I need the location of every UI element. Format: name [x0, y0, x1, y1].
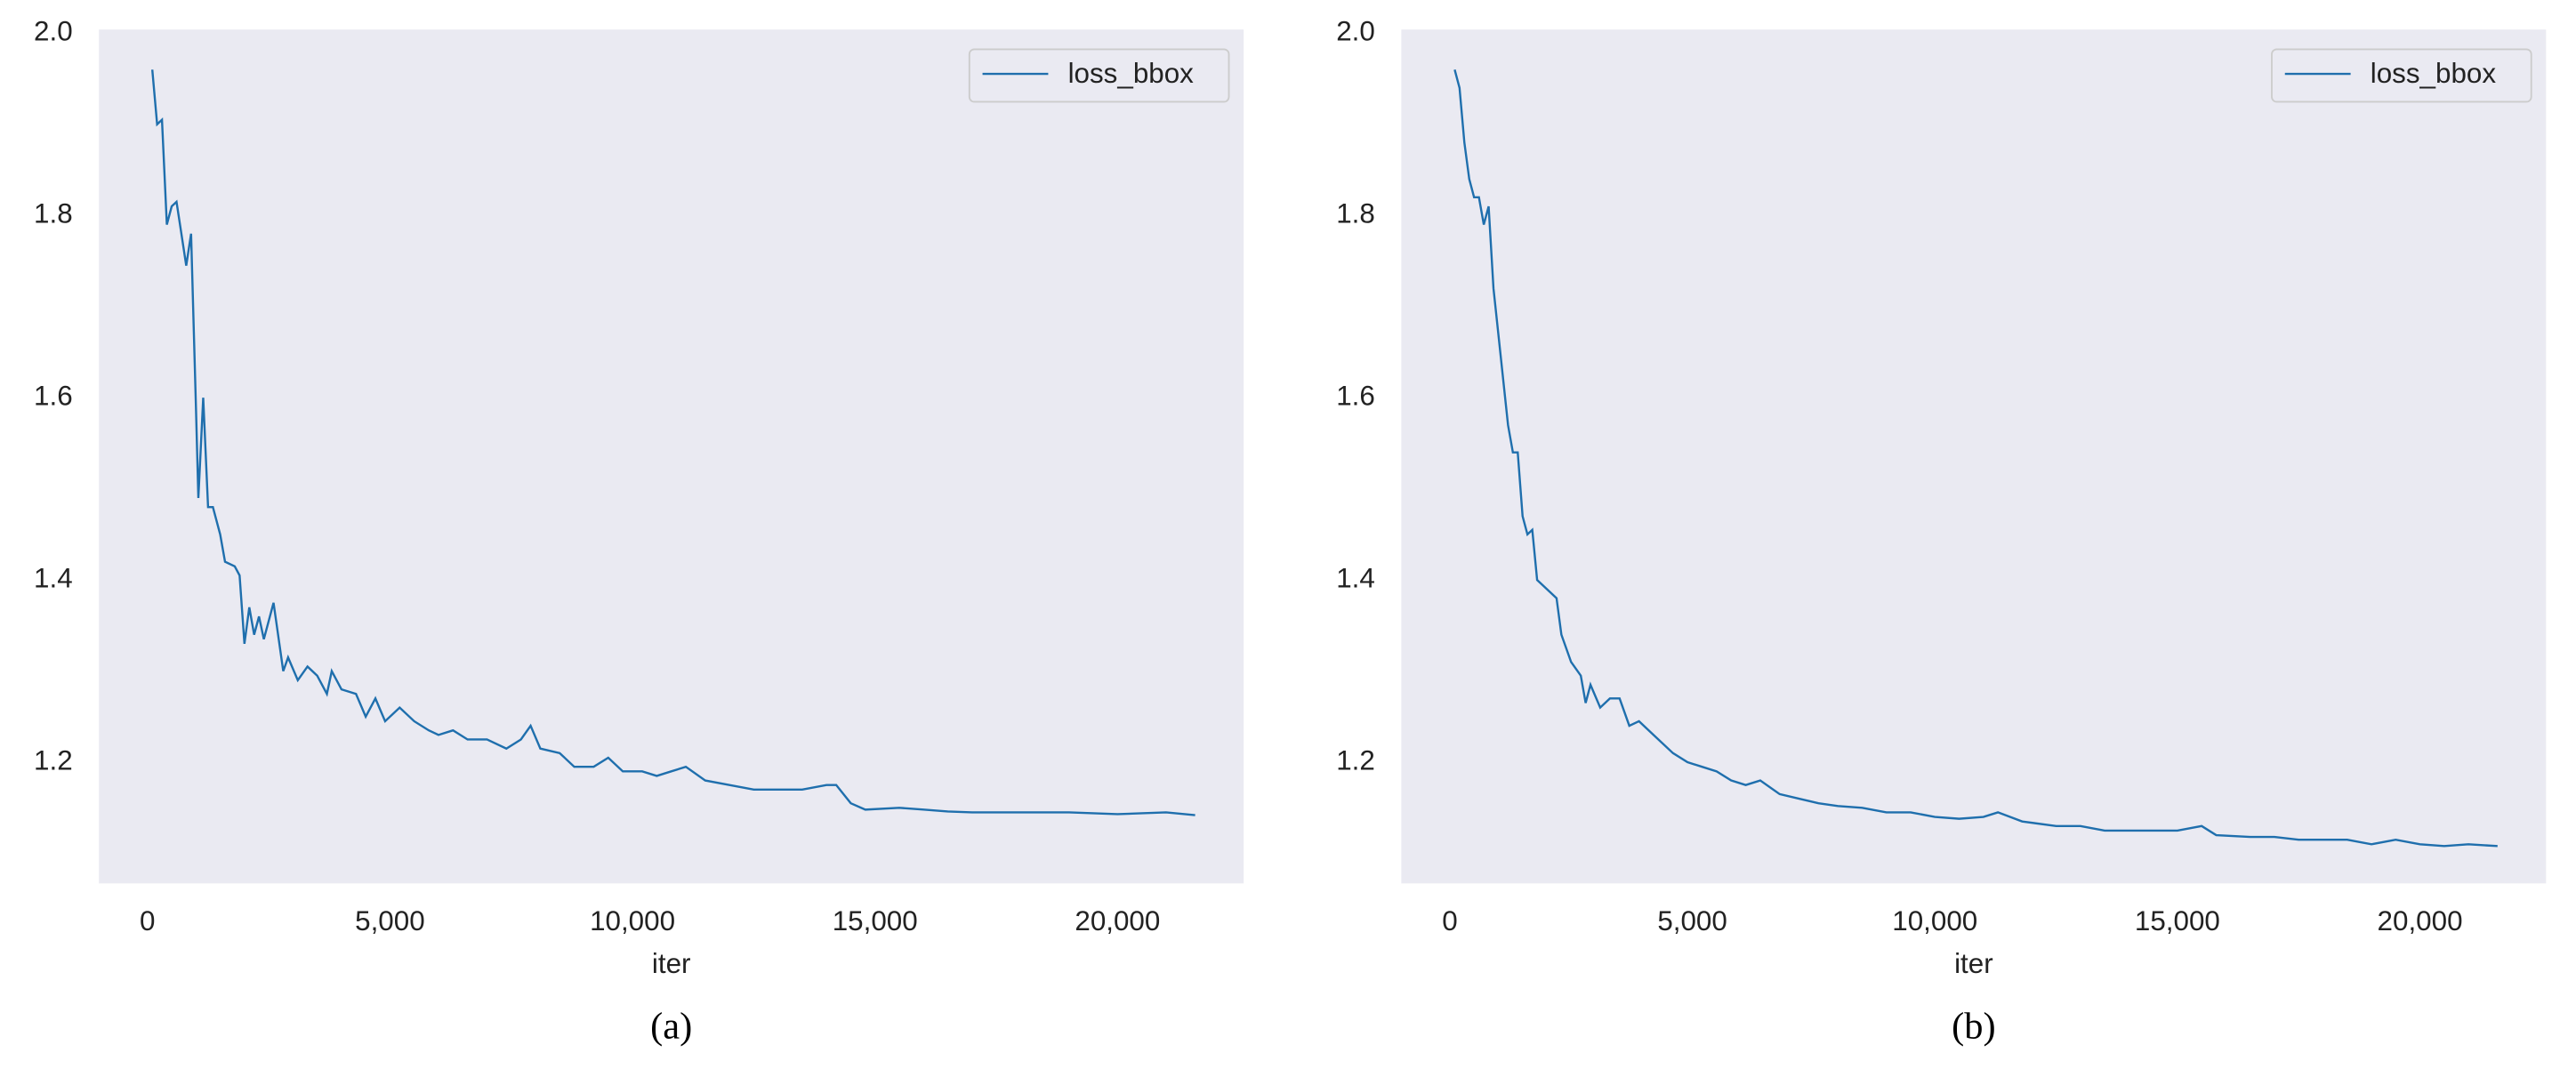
y-tick-label: 1.6: [34, 381, 73, 412]
legend-label: loss_bbox: [1068, 58, 1195, 89]
x-tick-label: 0: [140, 905, 155, 936]
x-tick-label: 20,000: [1075, 905, 1160, 936]
caption: (a): [650, 1005, 692, 1047]
x-tick-label: 20,000: [2378, 905, 2463, 936]
x-tick-label: 10,000: [590, 905, 675, 936]
y-tick-label: 1.4: [34, 562, 73, 593]
x-tick-label: 0: [1442, 905, 1457, 936]
legend-box: [2271, 48, 2532, 103]
caption: (b): [1952, 1005, 1996, 1047]
y-tick-label: 1.6: [1336, 381, 1375, 412]
x-tick-label: 10,000: [1892, 905, 1977, 936]
y-tick-label: 1.8: [34, 198, 73, 229]
x-tick-label: 5,000: [355, 905, 425, 936]
legend-label: loss_bbox: [2371, 58, 2497, 89]
y-tick-label: 1.8: [1336, 198, 1375, 229]
line: [151, 69, 1195, 816]
y-tick-label: 2.0: [34, 16, 73, 47]
x-tick-label: 15,000: [833, 905, 918, 936]
y-tick-label: 1.2: [34, 744, 73, 776]
x-tick-label: 15,000: [2135, 905, 2220, 936]
y-tick-label: 1.4: [1336, 562, 1375, 593]
plot-area: [99, 29, 1244, 884]
x-axis-label: iter: [1954, 948, 1993, 979]
x-tick-label: 5,000: [1657, 905, 1727, 936]
plot-area: [1401, 29, 2547, 884]
y-tick-label: 1.2: [1336, 744, 1375, 776]
line: [1453, 69, 2498, 848]
x-axis-label: iter: [652, 948, 691, 979]
y-tick-label: 2.0: [1336, 16, 1375, 47]
legend-box: [968, 48, 1230, 103]
